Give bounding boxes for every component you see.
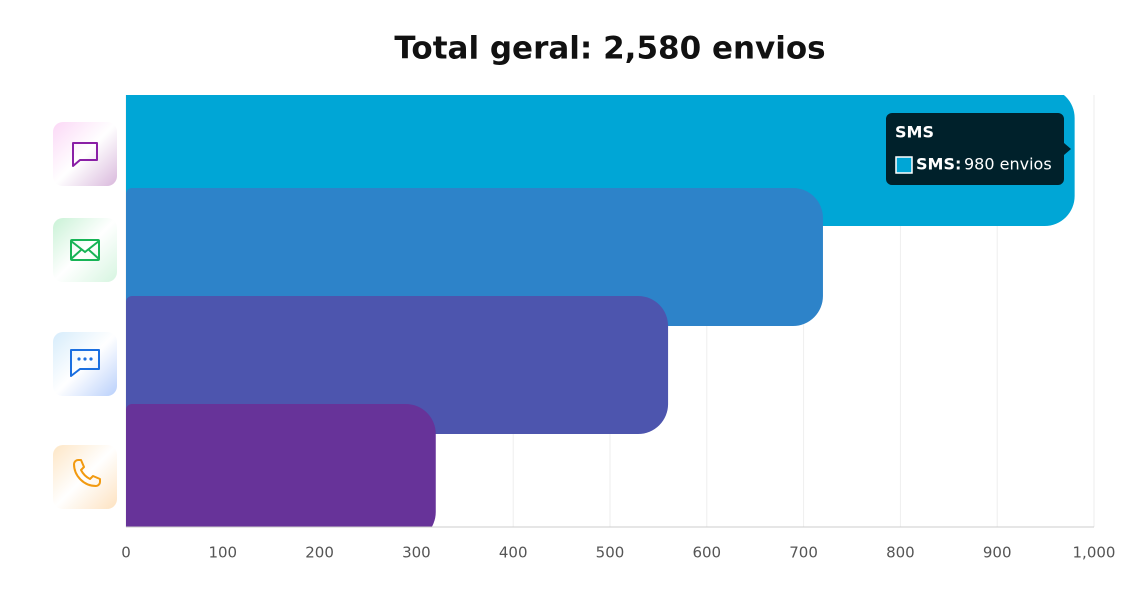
chat-icon <box>70 349 100 377</box>
x-tick-label: 700 <box>789 544 818 562</box>
phone-icon <box>73 459 101 487</box>
tooltip-value: 980 envios <box>964 155 1052 174</box>
x-tick-label: 500 <box>596 544 625 562</box>
bar <box>126 296 669 434</box>
x-tick-label: 100 <box>208 544 237 562</box>
x-tick-label: 1,000 <box>1073 544 1116 562</box>
phone-icon-box <box>53 445 117 509</box>
tooltip-title: SMS <box>895 123 934 142</box>
chat-icon-box <box>53 332 117 396</box>
tooltip: SMS SMS: 980 envios <box>886 113 1071 185</box>
x-tick-label: 200 <box>305 544 334 562</box>
x-tick-label: 300 <box>402 544 431 562</box>
x-tick-label: 0 <box>121 544 131 562</box>
bar <box>126 188 823 326</box>
x-tick-label: 400 <box>499 544 528 562</box>
icons <box>53 122 117 509</box>
sms-icon <box>72 142 98 167</box>
bar <box>126 404 436 527</box>
sms-icon-box <box>53 122 117 186</box>
x-tick-label: 600 <box>692 544 721 562</box>
chart-title: Total geral: 2,580 envios <box>394 31 825 67</box>
email-icon-box <box>53 218 117 282</box>
email-icon <box>70 239 100 261</box>
x-tick-label: 900 <box>983 544 1012 562</box>
tooltip-swatch <box>895 156 913 174</box>
x-tick-label: 800 <box>886 544 915 562</box>
tooltip-box <box>886 113 1071 185</box>
tooltip-label: SMS: <box>916 155 961 174</box>
